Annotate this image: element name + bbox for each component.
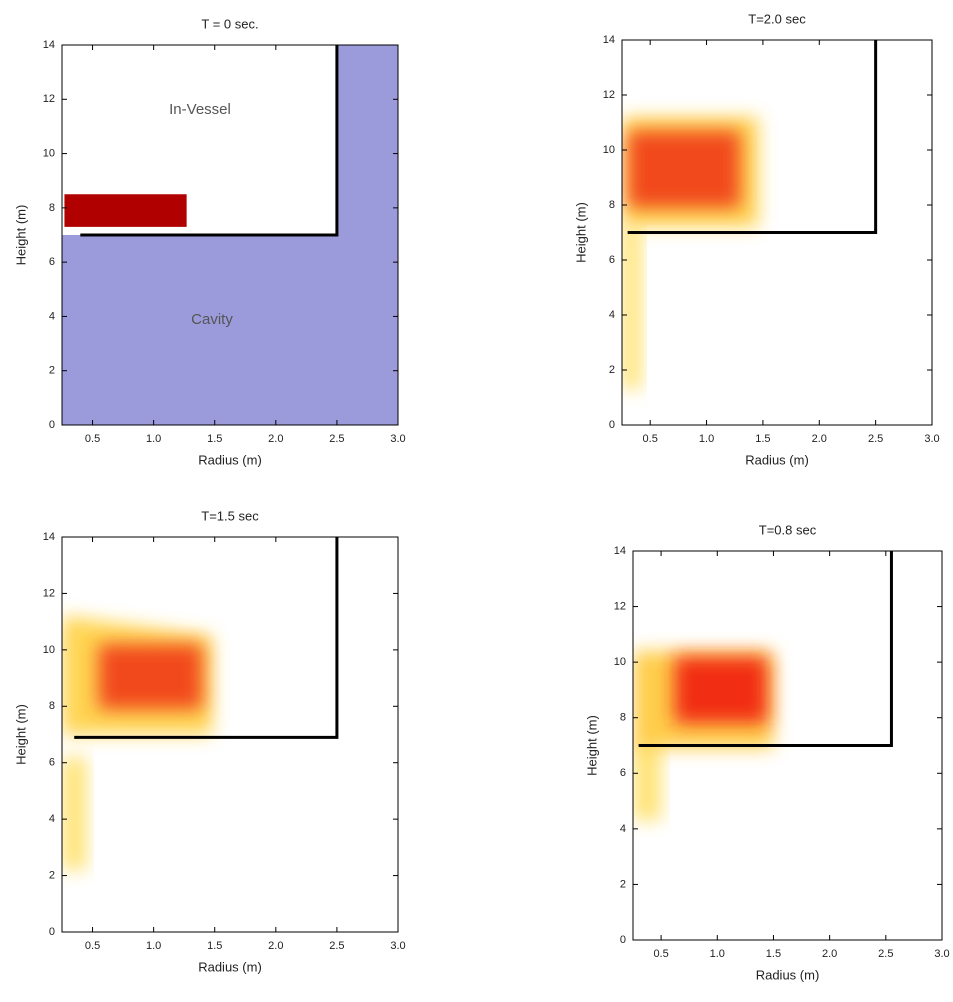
region: [622, 227, 641, 389]
y-tick-label: 10: [43, 147, 55, 159]
y-tick-label: 10: [614, 656, 626, 668]
panel-title: T=0.8 sec: [759, 522, 817, 537]
y-axis-label: Height (m): [13, 704, 28, 765]
y-tick-label: 2: [49, 869, 55, 881]
region: [62, 757, 86, 870]
x-tick-label: 0.5: [653, 948, 668, 960]
region: [675, 657, 768, 724]
x-tick-label: 3.0: [390, 940, 405, 952]
x-tick-label: 1.5: [766, 948, 781, 960]
x-tick-label: 1.0: [710, 948, 725, 960]
page: 0.5 1.0 1.5 2.0 2.5 3.0 0 2 4 6 8 10 12 14 T = 0 sec. R…: [0, 0, 953, 1002]
region: [633, 740, 661, 821]
y-tick-label: 6: [609, 254, 615, 266]
x-tick-label: 1.0: [146, 433, 161, 445]
panel: 0.5 1.0 1.5 2.0 2.5 3.0 0 2 4 6 8 10 12 14 T=2.0 sec Ra…: [573, 11, 939, 467]
y-axis-label: Height (m): [13, 205, 28, 266]
x-tick-label: 0.5: [643, 433, 658, 445]
x-tick-label: 1.0: [146, 940, 161, 952]
y-tick-label: 14: [43, 531, 55, 543]
x-axis-label: Radius (m): [198, 452, 262, 467]
x-tick-label: 1.0: [699, 433, 714, 445]
x-tick-label: 1.5: [207, 940, 222, 952]
y-tick-label: 14: [614, 545, 626, 557]
x-axis-label: Radius (m): [745, 452, 809, 467]
x-tick-label: 2.5: [329, 433, 344, 445]
plot-area: [62, 537, 337, 870]
y-tick-label: 0: [49, 419, 55, 431]
x-tick-label: 2.5: [878, 948, 893, 960]
x-tick-label: 2.0: [268, 433, 283, 445]
panel: 0.5 1.0 1.5 2.0 2.5 3.0 0 2 4 6 8 10 12 14 T=1.5 sec Ra…: [13, 508, 405, 974]
figure: 0.5 1.0 1.5 2.0 2.5 3.0 0 2 4 6 8 10 12 14 T = 0 sec. R…: [0, 0, 953, 1002]
y-axis-label: Height (m): [584, 715, 599, 776]
y-tick-label: 12: [43, 587, 55, 599]
region: [64, 194, 186, 227]
panel: 0.5 1.0 1.5 2.0 2.5 3.0 0 2 4 6 8 10 12 14 T=0.8 sec Ra…: [584, 522, 949, 982]
y-tick-label: 12: [43, 93, 55, 105]
y-tick-label: 0: [609, 419, 615, 431]
x-tick-label: 2.0: [268, 940, 283, 952]
y-tick-label: 2: [49, 365, 55, 377]
y-tick-label: 4: [49, 813, 55, 825]
plot-area: [622, 40, 876, 389]
x-tick-label: 2.0: [822, 948, 837, 960]
x-tick-label: 2.5: [868, 433, 883, 445]
annotation: Cavity: [191, 311, 233, 328]
x-tick-label: 1.5: [207, 433, 222, 445]
annotation: In-Vessel: [169, 101, 231, 118]
y-tick-label: 2: [609, 364, 615, 376]
y-tick-label: 6: [49, 256, 55, 268]
panel-title: T=1.5 sec: [201, 508, 259, 523]
y-tick-label: 8: [620, 712, 626, 724]
y-tick-label: 12: [614, 600, 626, 612]
y-tick-label: 4: [620, 823, 626, 835]
y-tick-label: 4: [609, 309, 615, 321]
x-tick-label: 3.0: [390, 433, 405, 445]
y-tick-label: 8: [609, 199, 615, 211]
y-tick-label: 4: [49, 310, 55, 322]
y-tick-label: 6: [620, 767, 626, 779]
y-axis-label: Height (m): [573, 202, 588, 263]
y-tick-label: 8: [49, 700, 55, 712]
x-tick-label: 2.5: [329, 940, 344, 952]
y-tick-label: 12: [603, 89, 615, 101]
x-axis-label: Radius (m): [198, 959, 262, 974]
x-axis-label: Radius (m): [756, 967, 820, 982]
x-tick-label: 2.0: [812, 433, 827, 445]
y-tick-label: 10: [603, 144, 615, 156]
panel-title: T=2.0 sec: [748, 11, 806, 26]
x-tick-label: 0.5: [85, 433, 100, 445]
plot-area: [633, 551, 891, 821]
x-tick-label: 1.5: [755, 433, 770, 445]
y-tick-label: 0: [620, 934, 626, 946]
x-tick-label: 0.5: [85, 940, 100, 952]
region: [99, 644, 203, 709]
panel-title: T = 0 sec.: [201, 16, 258, 31]
x-tick-label: 3.0: [934, 948, 949, 960]
y-tick-label: 10: [43, 644, 55, 656]
y-tick-label: 0: [49, 926, 55, 938]
y-tick-label: 6: [49, 757, 55, 769]
y-tick-label: 14: [603, 34, 615, 46]
y-tick-label: 8: [49, 202, 55, 214]
y-tick-label: 2: [620, 878, 626, 890]
x-tick-label: 3.0: [924, 433, 939, 445]
region: [628, 131, 741, 208]
panel: 0.5 1.0 1.5 2.0 2.5 3.0 0 2 4 6 8 10 12 14 T = 0 sec. R…: [13, 16, 405, 467]
y-tick-label: 14: [43, 39, 55, 51]
